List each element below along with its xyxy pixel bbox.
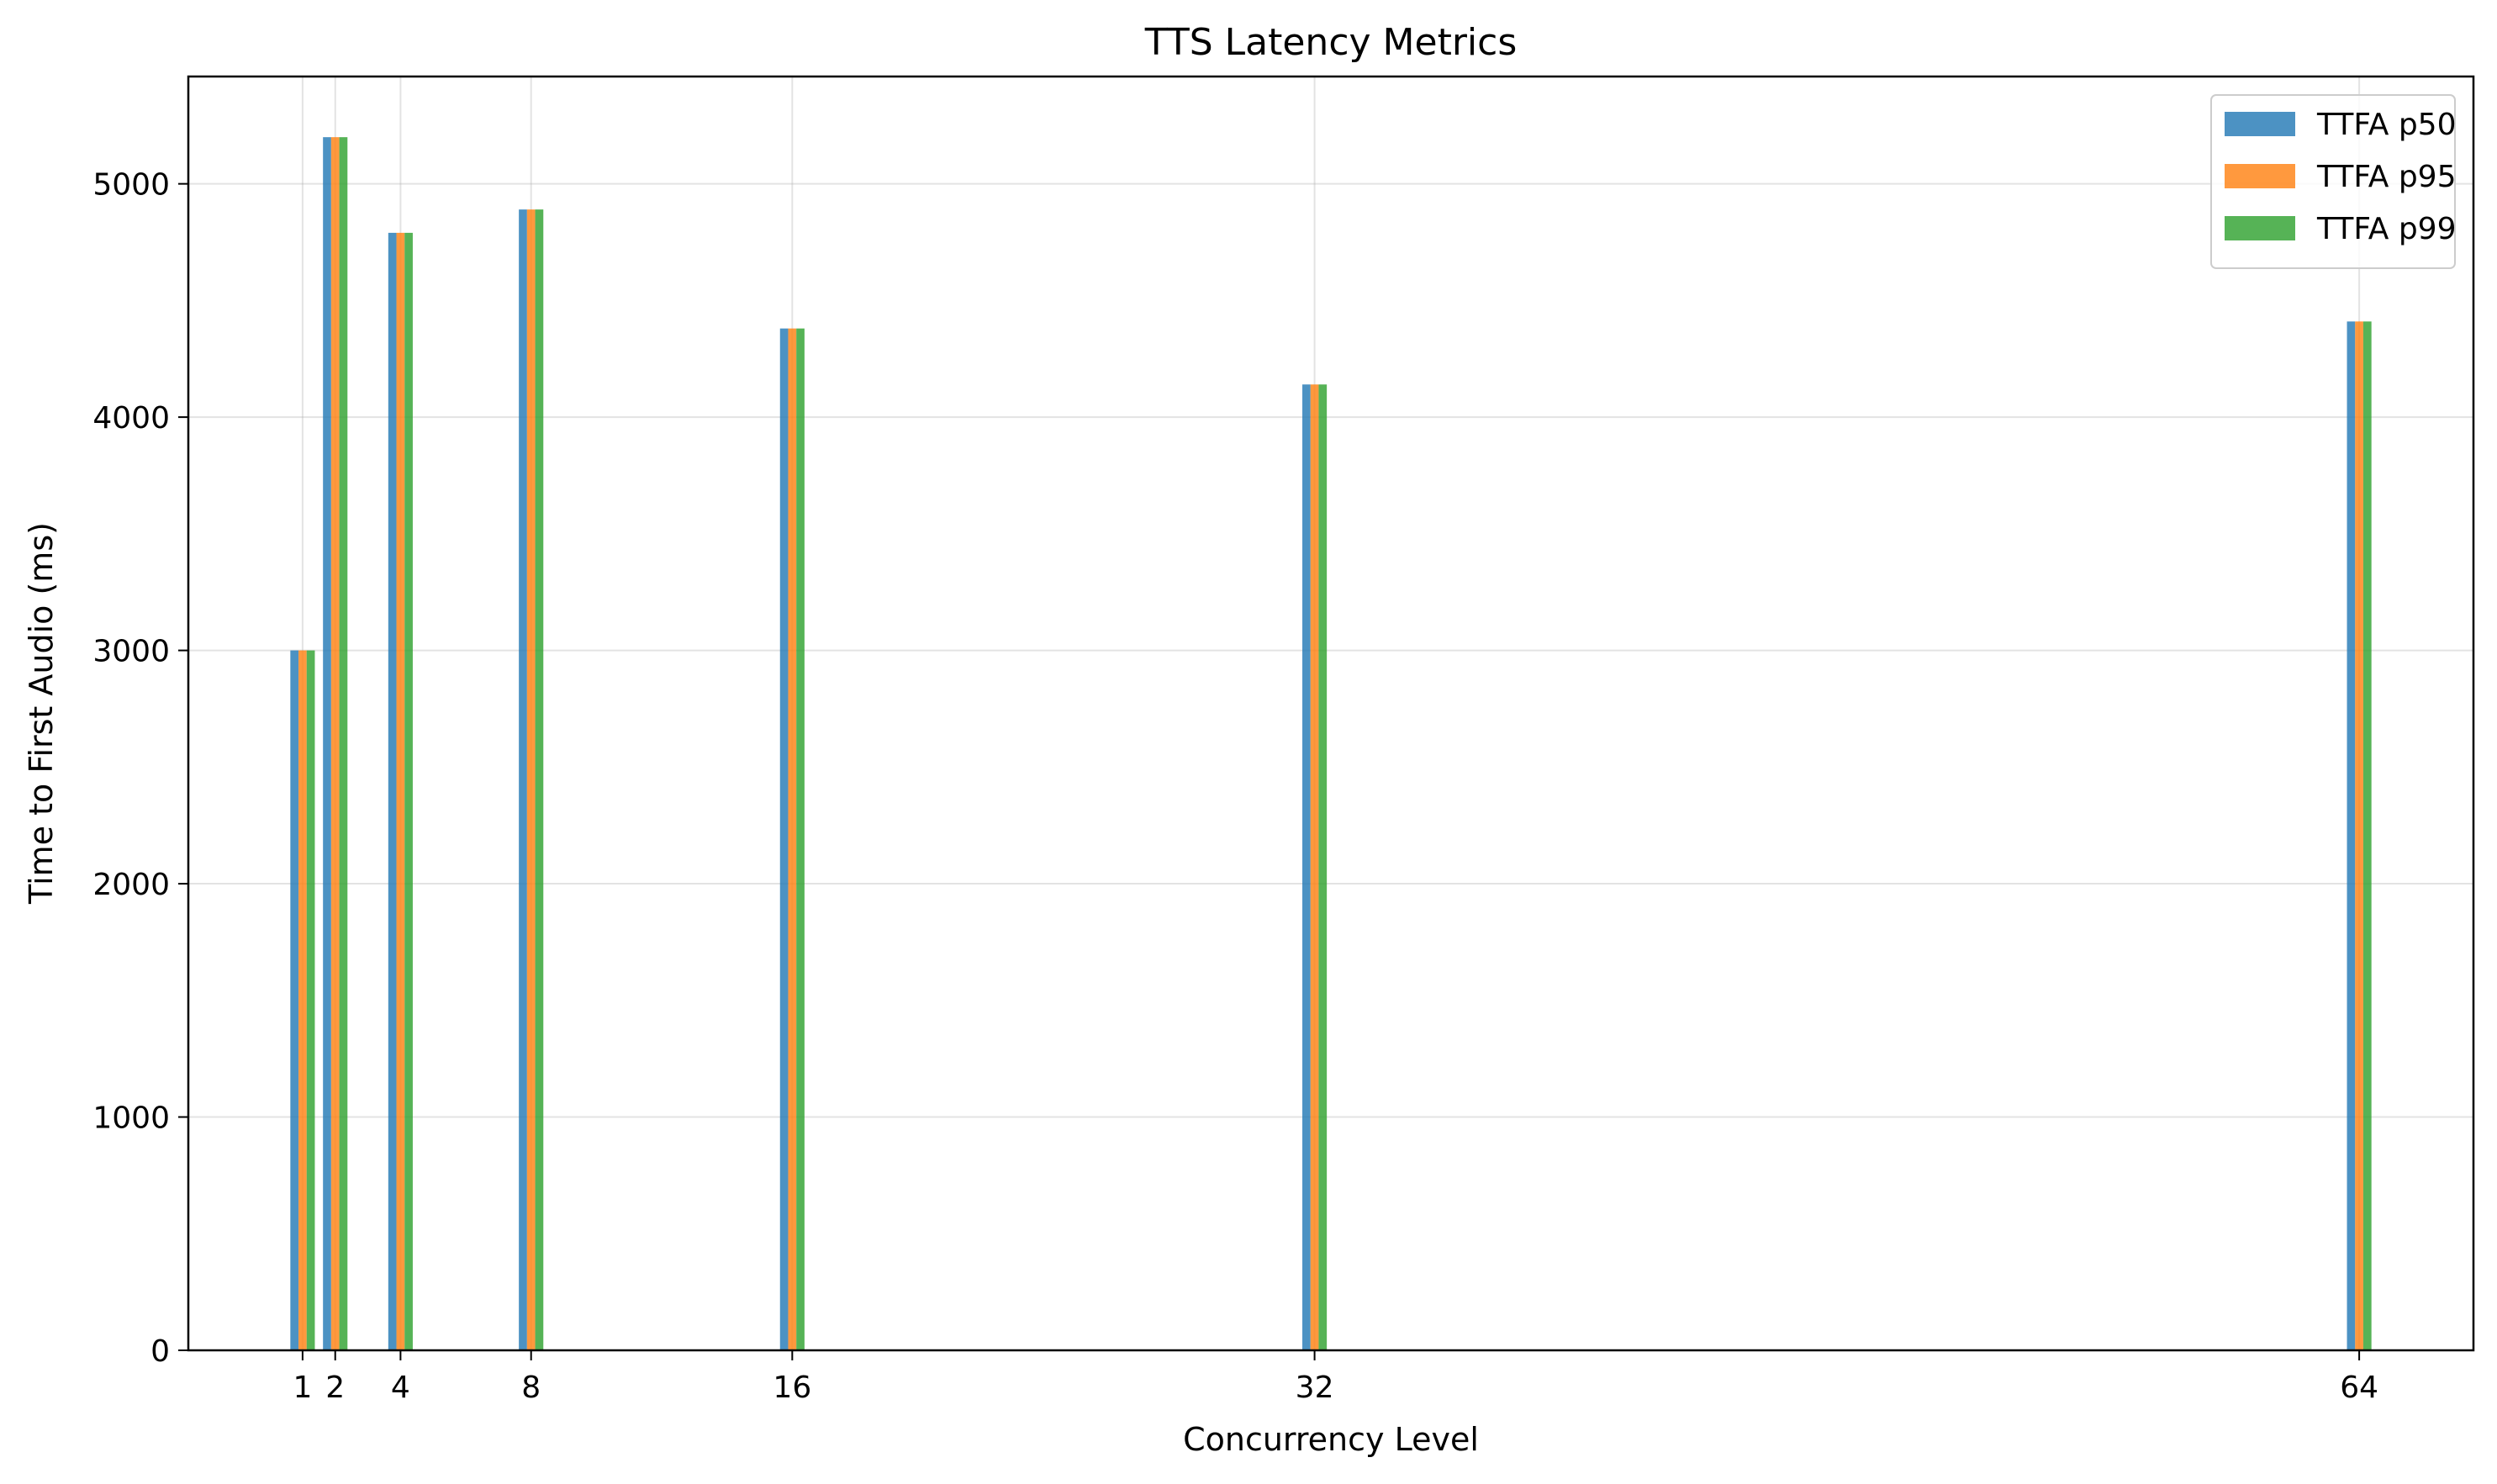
- tick-layer: 0 1000 2000 3000 4000 5000 1 2 4 8 16 32 64: [92, 168, 2378, 1405]
- bar-ttfa-p50-x8: [519, 209, 527, 1351]
- bar-ttfa-p95-x16: [788, 328, 797, 1351]
- y-tick-label: 4000: [92, 401, 170, 436]
- bar-ttfa-p50-x16: [779, 328, 789, 1351]
- bar-ttfa-p99-x8: [535, 209, 544, 1351]
- y-tick-label: 5000: [92, 168, 170, 203]
- bar-ttfa-p50-x32: [1302, 384, 1311, 1351]
- bar-ttfa-p95-x8: [526, 209, 536, 1351]
- bar-ttfa-p99-x1: [306, 650, 315, 1350]
- x-tick-label: 4: [391, 1370, 410, 1405]
- x-axis-label: Concurrency Level: [1183, 1421, 1479, 1458]
- bar-ttfa-p50-x1: [290, 650, 299, 1350]
- y-tick-label: 3000: [92, 635, 170, 669]
- bar-ttfa-p95-x2: [330, 137, 340, 1351]
- bar-ttfa-p50-x4: [388, 232, 397, 1350]
- x-tick-label: 8: [521, 1370, 541, 1405]
- legend-swatch-ttfa-p50: [2225, 112, 2295, 136]
- bar-ttfa-p99-x64: [2362, 321, 2372, 1350]
- legend-label: TTFA p95: [2316, 160, 2456, 194]
- legend-label: TTFA p50: [2316, 108, 2456, 142]
- bar-ttfa-p95-x32: [1310, 384, 1319, 1351]
- bar-ttfa-p50-x2: [323, 137, 331, 1351]
- legend: TTFA p50 TTFA p95 TTFA p99: [2210, 94, 2456, 269]
- x-tick-label: 32: [1296, 1370, 1334, 1405]
- bar-ttfa-p99-x32: [1318, 384, 1328, 1351]
- bar-ttfa-p95-x64: [2355, 321, 2363, 1350]
- bar-ttfa-p95-x4: [396, 232, 405, 1350]
- legend-label: TTFA p99: [2316, 212, 2456, 246]
- axes-frame: [187, 75, 2475, 1352]
- x-tick-label: 1: [293, 1370, 312, 1405]
- x-tick-label: 64: [2340, 1370, 2378, 1405]
- bar-ttfa-p50-x64: [2347, 321, 2356, 1350]
- legend-swatch-ttfa-p99: [2225, 216, 2295, 240]
- y-tick-label: 1000: [92, 1101, 170, 1136]
- bar-ttfa-p95-x1: [298, 650, 307, 1350]
- bar-layer: [290, 137, 2372, 1351]
- bar-ttfa-p99-x4: [404, 232, 413, 1350]
- y-tick-label: 2000: [92, 868, 170, 902]
- y-tick-label: 0: [150, 1334, 170, 1369]
- y-axis-label: Time to First Audio (ms): [23, 522, 60, 905]
- x-tick-label: 2: [325, 1370, 345, 1405]
- x-tick-label: 16: [773, 1370, 811, 1405]
- chart-title: TTS Latency Metrics: [1144, 21, 1518, 64]
- bar-ttfa-p99-x16: [796, 328, 805, 1351]
- legend-swatch-ttfa-p95: [2225, 164, 2295, 188]
- bar-ttfa-p99-x2: [339, 137, 348, 1351]
